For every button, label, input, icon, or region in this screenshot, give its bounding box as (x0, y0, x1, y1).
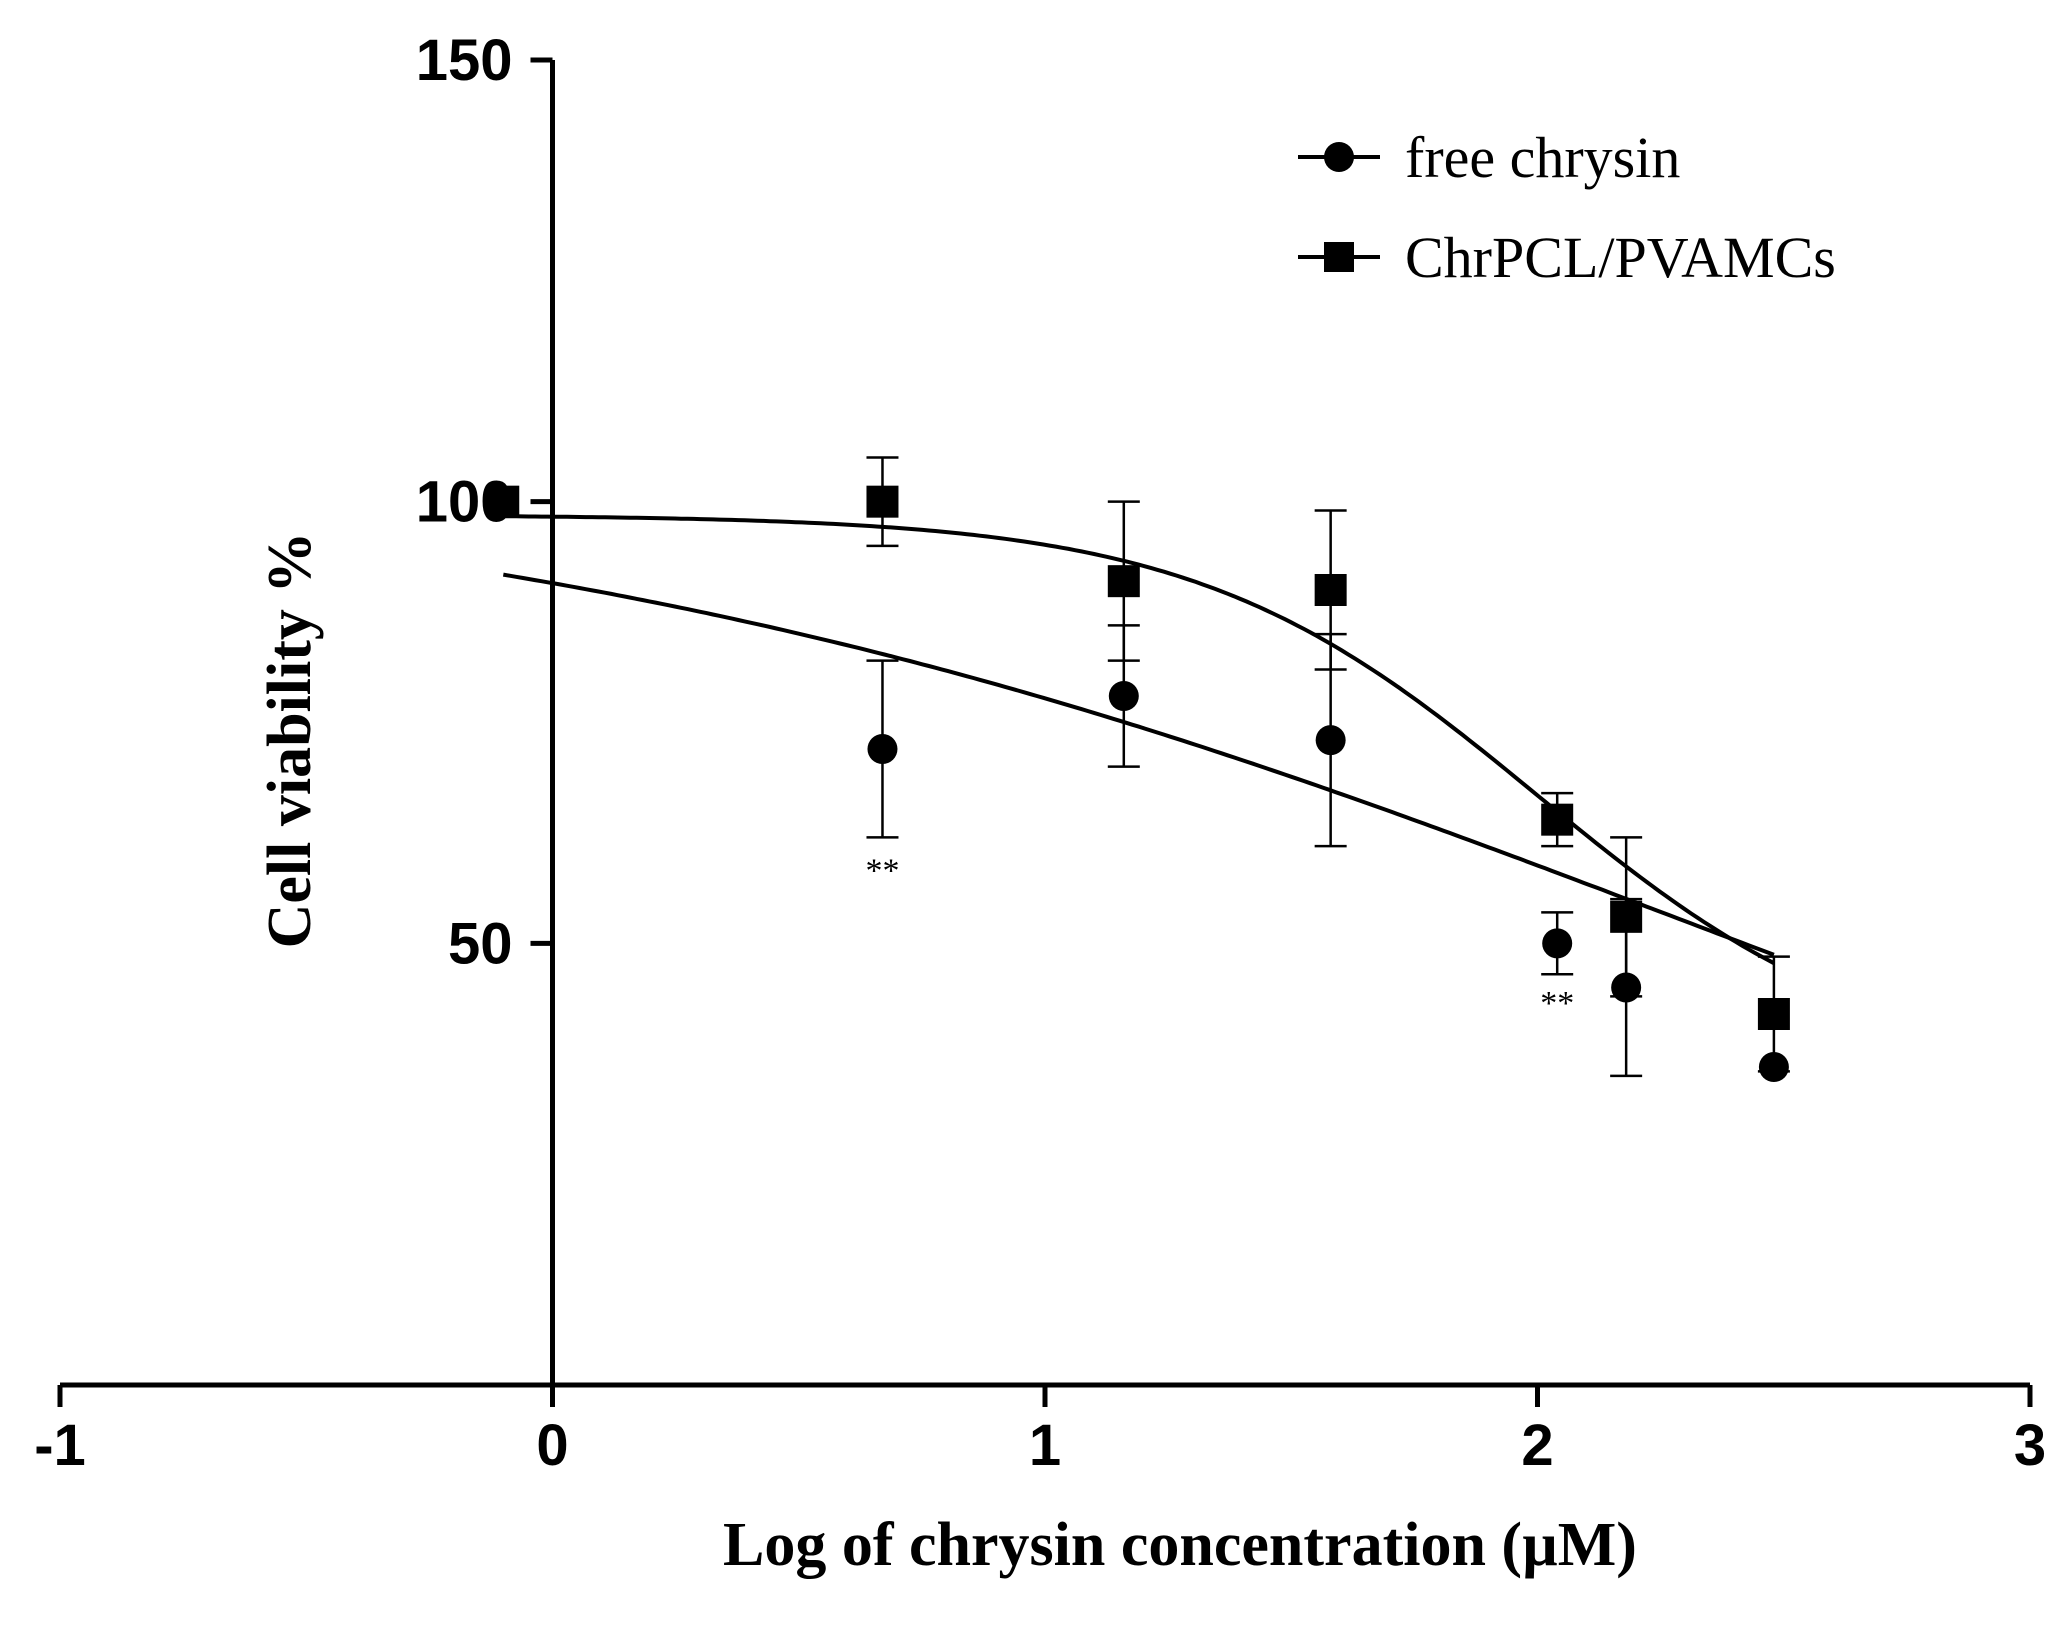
point-chrpcl-pvamcs (1107, 565, 1140, 598)
data-points (487, 485, 1790, 1082)
point-free-chrysin (867, 734, 898, 764)
point-free-chrysin (1611, 972, 1642, 1003)
error-bars (866, 456, 1790, 1078)
point-chrpcl-pvamcs (1757, 998, 1790, 1030)
point-free-chrysin (1108, 681, 1139, 711)
x-tick-label: 0 (536, 1413, 568, 1478)
point-free-chrysin (1758, 1052, 1789, 1082)
significance-annotation: ** (865, 853, 899, 890)
point-chrpcl-pvamcs (866, 485, 899, 518)
axes: -1 0 1 2 3 50 100 150 (34, 28, 2046, 1478)
x-tick-label: -1 (34, 1413, 86, 1478)
point-chrpcl-pvamcs (487, 485, 520, 518)
point-chrpcl-pvamcs (1314, 574, 1347, 606)
point-free-chrysin (1542, 928, 1573, 959)
legend-square-marker-icon (1324, 242, 1354, 272)
y-axis-label: Cell viability % (256, 532, 324, 949)
y-tick-label: 50 (448, 911, 513, 976)
legend-item-free-chrysin: free chrysin (1298, 125, 1680, 190)
point-chrpcl-pvamcs (1610, 900, 1643, 933)
y-tick-label: 150 (416, 28, 513, 93)
legend-circle-marker-icon (1324, 142, 1354, 172)
x-tick-label: 1 (1029, 1413, 1061, 1478)
legend-label-chrpcl-pvamcs: ChrPCL/PVAMCs (1405, 225, 1836, 290)
y-tick-label: 100 (416, 470, 513, 535)
x-tick-label: 3 (2014, 1413, 2046, 1478)
significance-annotation: ** (1540, 985, 1574, 1022)
point-chrpcl-pvamcs (1541, 803, 1574, 836)
legend-label-free-chrysin: free chrysin (1405, 125, 1680, 190)
x-tick-label: 2 (1521, 1413, 1553, 1478)
legend-item-chrpcl-pvamcs: ChrPCL/PVAMCs (1298, 225, 1836, 290)
x-axis-label: Log of chrysin concentration (µM) (723, 1511, 1637, 1579)
fit-curve-free-chrysin (502, 572, 1775, 957)
legend: free chrysin ChrPCL/PVAMCs (1298, 125, 1836, 290)
annotations: ** ** (865, 853, 1574, 1023)
point-free-chrysin (1315, 725, 1346, 756)
